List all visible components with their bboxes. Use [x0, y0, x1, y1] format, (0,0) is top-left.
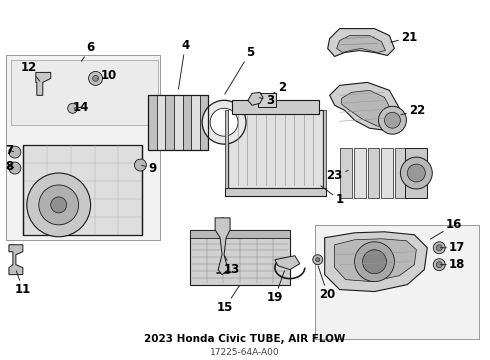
Bar: [190, 230, 290, 238]
Text: 4: 4: [178, 39, 189, 89]
Bar: [190, 230, 290, 285]
Text: 8: 8: [5, 159, 14, 172]
Circle shape: [134, 159, 147, 171]
Circle shape: [378, 106, 406, 134]
Circle shape: [436, 245, 442, 251]
Circle shape: [51, 197, 67, 213]
Bar: [148, 95, 157, 150]
Polygon shape: [215, 218, 230, 275]
Bar: [183, 95, 191, 150]
Polygon shape: [323, 110, 326, 188]
Text: 11: 11: [15, 271, 31, 296]
Bar: [225, 188, 326, 196]
Circle shape: [433, 259, 445, 271]
Text: 9: 9: [142, 162, 156, 175]
Text: 14: 14: [73, 101, 89, 114]
Polygon shape: [328, 28, 394, 57]
Text: 18: 18: [441, 258, 465, 271]
Circle shape: [316, 258, 319, 262]
Bar: [395, 148, 407, 198]
Circle shape: [363, 250, 387, 274]
Text: 22: 22: [401, 104, 425, 117]
Text: 17225-64A-A00: 17225-64A-A00: [210, 348, 280, 357]
Text: 23: 23: [326, 168, 348, 181]
Circle shape: [400, 157, 432, 189]
Text: 21: 21: [391, 31, 417, 44]
Bar: [315, 225, 479, 339]
Circle shape: [93, 75, 98, 81]
Bar: [354, 148, 366, 198]
Bar: [382, 148, 393, 198]
Bar: [23, 145, 143, 235]
Circle shape: [355, 242, 394, 282]
Circle shape: [39, 185, 78, 225]
Bar: [11, 60, 158, 125]
Polygon shape: [330, 82, 399, 130]
Circle shape: [202, 100, 246, 144]
Text: 1: 1: [321, 186, 343, 206]
Circle shape: [27, 173, 91, 237]
Bar: [368, 148, 379, 198]
Bar: [232, 100, 318, 114]
Polygon shape: [337, 36, 386, 53]
Text: 15: 15: [217, 286, 239, 314]
Bar: [148, 95, 208, 150]
Circle shape: [89, 71, 102, 85]
Text: 20: 20: [318, 266, 336, 301]
Circle shape: [68, 103, 77, 113]
Circle shape: [385, 112, 400, 128]
Text: 19: 19: [267, 271, 284, 304]
Text: 12: 12: [21, 61, 40, 81]
Circle shape: [433, 242, 445, 254]
Circle shape: [9, 146, 21, 158]
Bar: [199, 95, 208, 150]
Text: 6: 6: [81, 41, 95, 61]
Text: 5: 5: [225, 46, 254, 94]
Bar: [166, 95, 174, 150]
Bar: [191, 95, 199, 150]
Text: 13: 13: [224, 256, 240, 276]
Bar: [405, 148, 427, 198]
Bar: [228, 110, 323, 190]
Circle shape: [210, 108, 238, 136]
Text: 17: 17: [441, 241, 465, 254]
Text: 10: 10: [98, 69, 117, 82]
Circle shape: [407, 164, 425, 182]
Polygon shape: [342, 90, 392, 126]
Polygon shape: [325, 232, 427, 292]
Bar: [258, 93, 276, 107]
Polygon shape: [275, 256, 300, 270]
Circle shape: [436, 262, 442, 268]
Text: 2023 Honda Civic TUBE, AIR FLOW: 2023 Honda Civic TUBE, AIR FLOW: [145, 334, 345, 345]
Text: 2: 2: [273, 81, 286, 94]
Polygon shape: [225, 110, 228, 188]
Bar: [6, 55, 160, 240]
Text: 3: 3: [259, 94, 274, 107]
Bar: [340, 148, 352, 198]
Circle shape: [313, 255, 323, 265]
Bar: [174, 95, 183, 150]
Text: 7: 7: [5, 144, 14, 157]
Polygon shape: [248, 92, 263, 105]
Polygon shape: [335, 239, 416, 282]
Text: 16: 16: [431, 218, 463, 239]
Polygon shape: [9, 245, 23, 275]
Circle shape: [9, 162, 21, 174]
Bar: [157, 95, 166, 150]
Polygon shape: [36, 72, 51, 95]
